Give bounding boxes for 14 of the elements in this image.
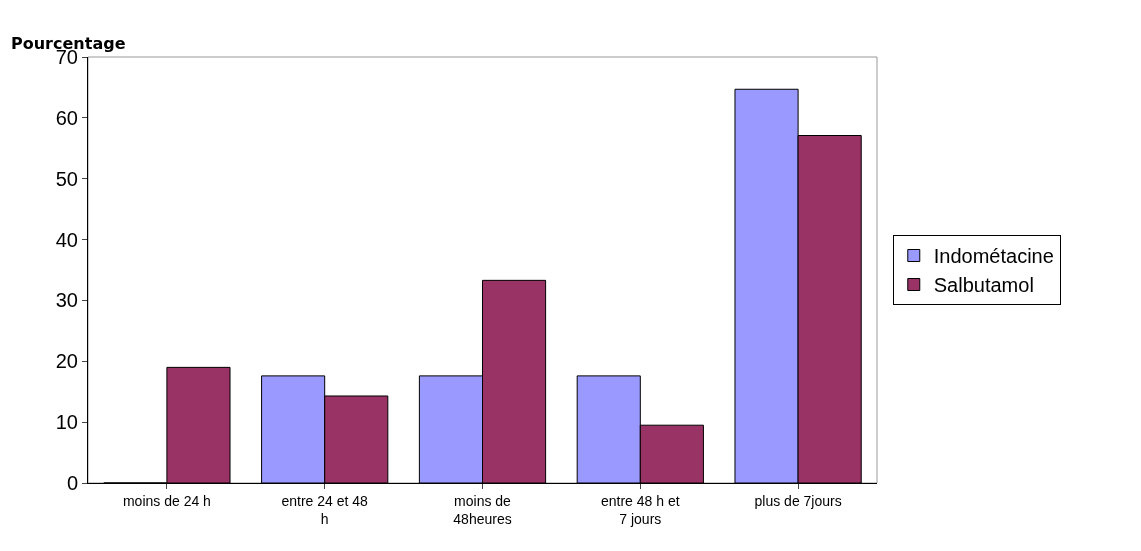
x-tick-label: entre 48 h et 7 jours — [600, 492, 680, 527]
x-tick-label: moins de 24 h — [122, 492, 211, 509]
y-tick-label: 40 — [55, 228, 78, 251]
x-tick-label: entre 24 et 48 h — [281, 492, 369, 527]
y-tick-label: 0 — [66, 472, 78, 494]
x-tick-label: moins de 48heures — [453, 492, 512, 527]
y-tick-label: 30 — [55, 289, 78, 312]
y-tick-label: 50 — [55, 167, 78, 190]
y-tick-label: 60 — [55, 106, 78, 129]
x-tick-label: plus de 7jours — [754, 492, 842, 509]
legend-label: Salbutamol — [933, 274, 1034, 297]
y-tick-label: 20 — [55, 350, 78, 373]
legend-label: Indométacine — [933, 245, 1054, 268]
y-tick-label: 10 — [55, 411, 78, 434]
